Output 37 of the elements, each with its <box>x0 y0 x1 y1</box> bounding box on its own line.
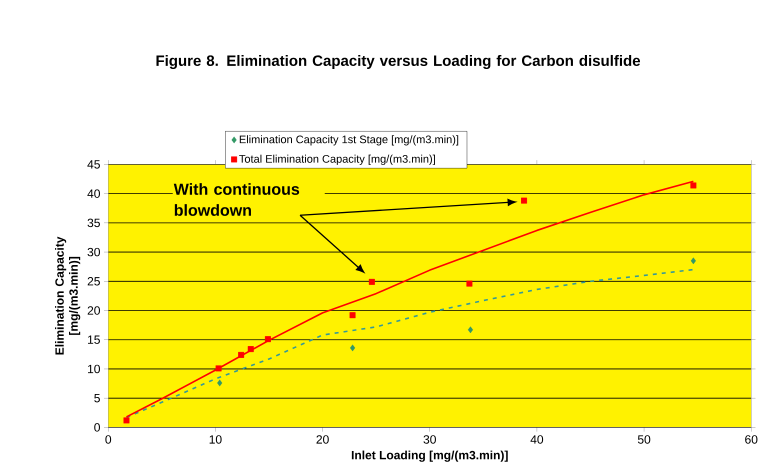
x-tick-label: 30 <box>424 435 436 444</box>
chart-title: Figure 8. Elimination Capacity versus Loading for Carbon disulfide <box>156 54 640 70</box>
x-tick-label: 50 <box>638 435 650 444</box>
x-tick-label: 10 <box>210 435 222 444</box>
point <box>248 346 254 352</box>
y-axis-title: Elimination Capacity [mg/(m3.min)] <box>55 236 80 354</box>
y-tick-label: 10 <box>88 364 100 374</box>
y-tick-label: 30 <box>88 248 100 256</box>
y-tick-label: 40 <box>87 189 100 198</box>
point <box>690 257 696 264</box>
x-axis-title: Inlet Loading [mg/(m3.min)] <box>352 450 508 462</box>
point <box>264 336 271 342</box>
x-tick-label: 20 <box>316 435 329 444</box>
point <box>368 278 375 285</box>
legend-label: Elimination Capacity 1st Stage [mg/(m3.min)] <box>240 135 458 146</box>
point <box>216 365 222 372</box>
annotation: With continuous blowdown <box>174 183 300 216</box>
x-tick-label: 40 <box>530 435 544 444</box>
point <box>521 198 528 204</box>
y-tick-label: 15 <box>88 336 100 344</box>
x-tick-label: 0 <box>105 435 112 444</box>
x-tick-label: 60 <box>745 435 758 444</box>
y-tick-label: 20 <box>88 306 100 315</box>
point <box>350 344 356 352</box>
y-tick-label: 5 <box>94 394 100 402</box>
point <box>350 312 356 318</box>
point <box>238 352 244 358</box>
y-tick-label: 45 <box>87 160 100 169</box>
y-tick-label: 0 <box>94 423 100 432</box>
y-tick-label: 35 <box>88 218 100 228</box>
point <box>466 280 472 287</box>
legend-label: Total Elimination Capacity [mg/(m3.min)] <box>239 154 435 165</box>
point <box>468 326 474 334</box>
y-tick-label: 25 <box>88 277 100 286</box>
point <box>123 417 130 424</box>
point <box>690 182 696 188</box>
point <box>217 380 222 386</box>
